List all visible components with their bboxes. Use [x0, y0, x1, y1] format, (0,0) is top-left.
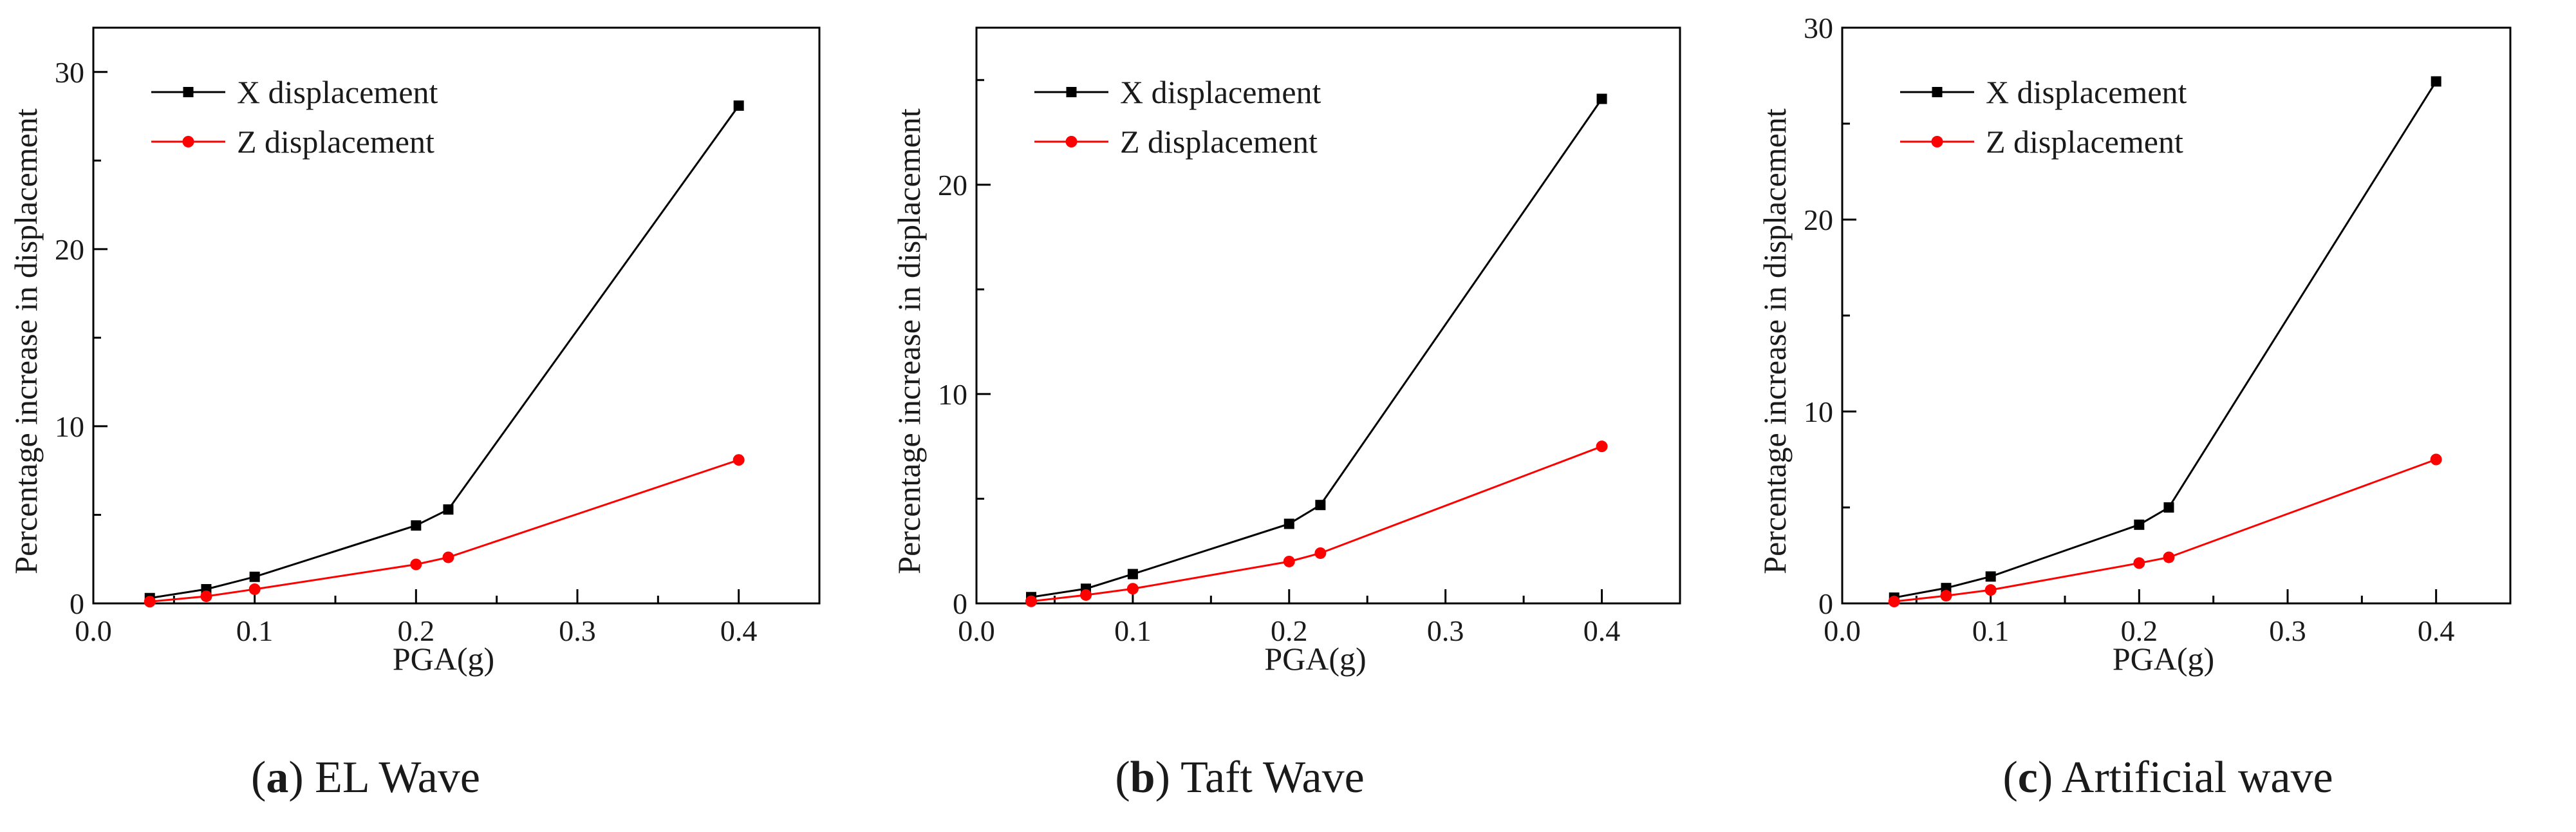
- chart-panel-a: 0.0 0.1 0.2 0.3 0.4 0 10 20 30 PGA(g) Percentage i…: [8, 26, 821, 677]
- data-point-z-displacement: [2163, 551, 2175, 563]
- legend-marker-circle: [182, 136, 194, 147]
- data-point-z-displacement: [2430, 453, 2442, 466]
- panel-caption-text: Taft Wave: [1181, 753, 1365, 802]
- data-point-x-displacement: [1985, 571, 1996, 582]
- data-point-z-displacement: [1940, 590, 1952, 602]
- x-axis-label: PGA(g): [2113, 641, 2214, 677]
- data-point-x-displacement: [733, 100, 744, 111]
- x-axis-label: PGA(g): [1264, 641, 1366, 677]
- data-point-z-displacement: [1596, 440, 1608, 453]
- series-line-z: [149, 459, 740, 603]
- legend-marker-circle: [1931, 136, 1943, 147]
- x-tick-label: 0.3: [559, 614, 596, 647]
- plot-frame: [1841, 26, 2512, 605]
- data-point-x-displacement: [443, 504, 454, 515]
- y-tick-label: 30: [1804, 12, 1833, 44]
- data-point-x-displacement: [1283, 518, 1294, 529]
- legend-marker-square: [1932, 87, 1943, 97]
- series-line-x: [149, 105, 740, 600]
- y-tick-label: 30: [55, 56, 84, 89]
- chart-panel-c: 0.0 0.1 0.2 0.3 0.4 0 10 20 30 PGA(g) Percentage i…: [1757, 12, 2512, 677]
- x-tick-label: 0.1: [1114, 614, 1152, 647]
- chart-panel-b: 0.0 0.1 0.2 0.3 0.4 0 10 20 PGA(g) Percentage inc…: [891, 26, 1681, 677]
- series-line-x: [1031, 98, 1603, 598]
- data-point-x-displacement: [411, 520, 422, 531]
- x-tick-label: 0.2: [2121, 614, 2158, 647]
- data-point-z-displacement: [1126, 583, 1139, 595]
- legend-label: Z displacement: [1120, 124, 1318, 160]
- data-point-x-displacement: [1596, 93, 1607, 104]
- x-tick-label: 0.4: [720, 614, 758, 647]
- data-point-x-displacement: [2163, 502, 2174, 513]
- y-tick-label: 10: [55, 410, 84, 443]
- series-line-x: [1894, 80, 2437, 599]
- data-point-z-displacement: [1984, 584, 1997, 596]
- data-point-x-displacement: [249, 571, 260, 582]
- plot-frame: [975, 26, 1681, 605]
- data-point-z-displacement: [410, 558, 422, 571]
- y-tick-label: 20: [938, 169, 967, 202]
- data-point-z-displacement: [248, 583, 261, 595]
- y-tick-label: 0: [953, 587, 967, 620]
- panel-caption-text: Artificial wave: [2062, 753, 2333, 802]
- y-axis-label: Percentage increase in displacement: [891, 108, 927, 574]
- legend-label: Z displacement: [237, 124, 434, 160]
- y-tick-label: 20: [1804, 203, 1833, 236]
- legend-marker-square: [1066, 87, 1077, 97]
- data-point-x-displacement: [2134, 519, 2145, 530]
- panel-caption: (a) EL Wave: [251, 753, 480, 802]
- data-point-z-displacement: [1080, 589, 1092, 601]
- panel-letter: b: [1130, 753, 1155, 802]
- data-point-z-displacement: [1314, 547, 1327, 559]
- y-axis-label: Percentage increase in displacement: [8, 108, 44, 574]
- data-point-z-displacement: [442, 551, 454, 563]
- x-tick-label: 0.1: [1972, 614, 2010, 647]
- y-tick-label: 10: [1804, 395, 1833, 428]
- legend-marker-circle: [1065, 136, 1078, 147]
- data-point-z-displacement: [2133, 557, 2145, 569]
- x-tick-label: 0.4: [1583, 614, 1621, 647]
- data-point-x-displacement: [1127, 569, 1138, 580]
- x-tick-label: 0.2: [398, 614, 435, 647]
- data-point-z-displacement: [1283, 555, 1295, 567]
- x-tick-label: 0.0: [958, 614, 995, 647]
- x-tick-label: 0.2: [1271, 614, 1308, 647]
- panel-caption: (b) Taft Wave: [1115, 753, 1364, 802]
- y-tick-label: 0: [70, 587, 84, 620]
- panel-caption: (c) Artificial wave: [2002, 753, 2333, 802]
- series-line-z: [1031, 445, 1603, 603]
- legend-label: X displacement: [1120, 74, 1321, 110]
- x-tick-label: 0.3: [2269, 614, 2306, 647]
- legend-marker-square: [183, 87, 194, 97]
- x-tick-label: 0.3: [1427, 614, 1464, 647]
- legend-label: X displacement: [1986, 74, 2187, 110]
- y-tick-label: 20: [55, 233, 84, 266]
- data-point-z-displacement: [733, 454, 745, 466]
- panel-letter: c: [2018, 753, 2038, 802]
- data-point-z-displacement: [200, 590, 212, 602]
- data-point-z-displacement: [1025, 595, 1038, 607]
- x-tick-label: 0.0: [1824, 614, 1861, 647]
- y-tick-label: 0: [1818, 587, 1833, 620]
- legend-label: Z displacement: [1986, 124, 2183, 160]
- x-tick-label: 0.0: [75, 614, 112, 647]
- data-point-z-displacement: [1888, 596, 1900, 608]
- series-line-z: [1894, 459, 2437, 603]
- x-axis-label: PGA(g): [393, 641, 494, 677]
- y-axis-label: Percentage increase in displacement: [1757, 108, 1793, 574]
- data-point-x-displacement: [1315, 500, 1326, 511]
- panel-letter: a: [266, 753, 288, 802]
- panel-caption-text: EL Wave: [315, 753, 480, 802]
- legend-label: X displacement: [237, 74, 438, 110]
- data-point-z-displacement: [144, 596, 156, 608]
- data-point-x-displacement: [2431, 76, 2441, 87]
- x-tick-label: 0.4: [2418, 614, 2455, 647]
- x-tick-label: 0.1: [236, 614, 274, 647]
- y-tick-label: 10: [938, 378, 967, 411]
- plot-frame: [92, 26, 821, 605]
